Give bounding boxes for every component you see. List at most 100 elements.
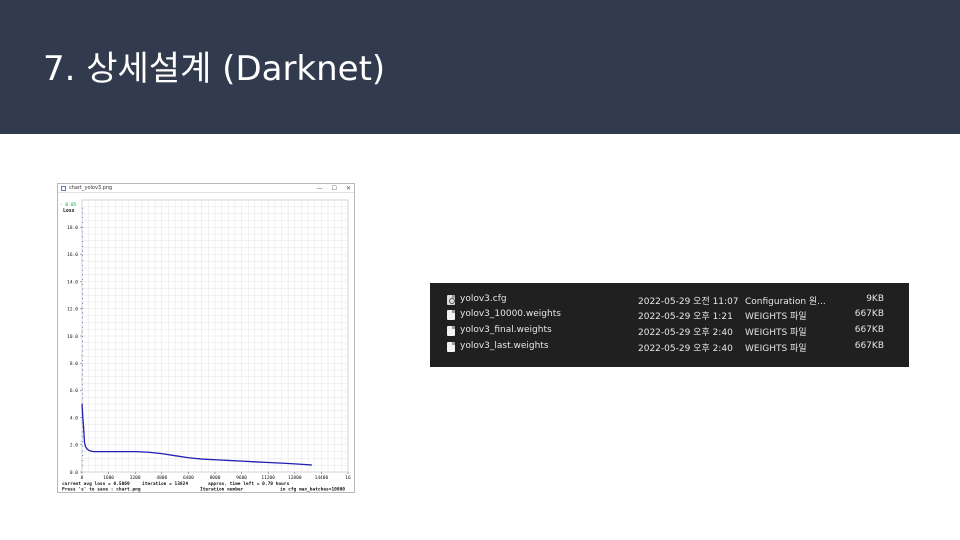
x-tick-label: 6400 [183, 475, 194, 481]
window-title: chart_yolov3.png [69, 185, 113, 191]
maximize-icon[interactable]: ☐ [331, 185, 337, 192]
x-axis-label: Iteration number [200, 487, 244, 493]
y-tick-label: 8.0 [70, 361, 78, 367]
y-axis-label: Loss [63, 208, 75, 214]
early-loss-point [82, 283, 84, 285]
file-type: WEIGHTS 파일 [745, 312, 807, 322]
early-loss-point [82, 360, 84, 361]
legend-text: - 0.05 [60, 202, 77, 208]
file-size: 667KB [854, 325, 884, 335]
early-loss-point [82, 450, 84, 452]
early-loss-point [82, 245, 84, 247]
early-loss-point [82, 340, 84, 342]
file-icon [447, 326, 455, 336]
x-tick-label: 16 [345, 475, 351, 481]
file-name: yolov3_10000.weights [460, 309, 561, 319]
y-tick-label: 18.0 [67, 225, 78, 231]
file-row[interactable]: yolov3_final.weights 2022-05-29 오후 2:40 WE… [430, 323, 909, 339]
y-tick-label: 2.0 [70, 443, 78, 449]
save-hint-text: Press 's' to save : chart.png [62, 487, 141, 493]
config-file-icon [447, 295, 455, 305]
file-size: 667KB [854, 309, 884, 319]
early-loss-point [82, 364, 84, 366]
early-loss-point [82, 431, 84, 433]
iteration-text: iteration = 13824 [142, 481, 188, 487]
x-tick-label: 14400 [315, 475, 329, 481]
loss-series-line [81, 403, 312, 466]
minimize-icon[interactable]: — [316, 185, 323, 192]
early-loss-point [82, 326, 84, 328]
file-icon [447, 310, 455, 320]
file-date: 2022-05-29 오전 11:07 [638, 297, 739, 307]
early-loss-point [82, 398, 84, 400]
file-size: 9KB [866, 294, 884, 304]
file-row[interactable]: yolov3_last.weights 2022-05-29 오후 2:40 WEI… [430, 339, 909, 355]
file-row[interactable]: yolov3_10000.weights 2022-05-29 오후 1:21 WE… [430, 307, 909, 323]
early-loss-point [82, 212, 84, 214]
y-tick-label: 16.0 [67, 252, 78, 258]
early-loss-point [82, 445, 84, 447]
x-tick-label: 8000 [210, 475, 221, 481]
window-controls: — ☐ ✕ [317, 184, 351, 193]
early-loss-point [82, 264, 84, 266]
x-tick-label: 9600 [236, 475, 247, 481]
current-loss-text: current avg loss = 0.5069 [62, 481, 130, 487]
early-loss-point [82, 274, 84, 276]
file-name: yolov3_last.weights [460, 341, 549, 351]
early-loss-point [82, 255, 84, 257]
early-loss-point [82, 440, 84, 442]
early-loss-point [82, 336, 84, 338]
close-icon[interactable]: ✕ [345, 185, 351, 192]
max-batches-text: in cfg max_batches=10000 [280, 487, 345, 493]
early-loss-point [82, 321, 84, 323]
window-titlebar: chart_yolov3.png — ☐ ✕ [58, 184, 354, 193]
early-loss-point [82, 207, 84, 209]
early-loss-point [82, 312, 84, 314]
early-loss-point [82, 269, 84, 271]
file-date: 2022-05-29 오후 2:40 [638, 344, 733, 354]
file-name: yolov3_final.weights [460, 325, 552, 335]
y-tick-label: 6.0 [70, 388, 78, 394]
early-loss-point [82, 241, 84, 242]
x-tick-label: 11200 [261, 475, 275, 481]
file-list-panel: yolov3.cfg 2022-05-29 오전 11:07 Configurati… [430, 283, 909, 367]
x-tick-label: 0 [81, 475, 84, 481]
early-loss-point [82, 369, 84, 371]
y-tick-label: 10.0 [67, 334, 78, 340]
early-loss-point [82, 388, 84, 390]
time-left-text: approx. time left = 0.79 hours [208, 481, 290, 487]
early-loss-point [82, 383, 84, 385]
y-tick-label: 12.0 [67, 307, 78, 313]
file-icon [447, 342, 455, 352]
early-loss-point [82, 260, 84, 261]
early-loss-point [82, 279, 84, 281]
loss-chart: 0.0 2.0 4.0 6.0 8.0 10.0 12.0 14.0 16.0 18.0 0 1600… [60, 199, 351, 493]
file-type: WEIGHTS 파일 [745, 328, 807, 338]
file-type: WEIGHTS 파일 [745, 344, 807, 354]
file-type: Configuration 원... [745, 297, 826, 307]
early-loss-point [82, 393, 84, 395]
early-loss-point [82, 250, 84, 252]
chart-window: chart_yolov3.png — ☐ ✕ 0.0 2.0 4.0 6.0 8.0 10… [57, 183, 355, 493]
y-tick-label: 14.0 [67, 279, 78, 285]
early-loss-point [82, 236, 84, 238]
y-tick-label: 0.0 [70, 470, 78, 476]
early-loss-point [82, 231, 84, 233]
file-date: 2022-05-29 오후 1:21 [638, 312, 733, 322]
early-loss-point [82, 293, 84, 295]
early-loss-point [82, 464, 84, 466]
slide-title: 7. 상세설계 (Darknet) [43, 49, 386, 89]
x-tick-label: 3200 [130, 475, 141, 481]
early-loss-point [82, 221, 84, 223]
early-loss-point [82, 307, 84, 309]
early-loss-point [82, 455, 84, 457]
early-loss-point [82, 298, 84, 300]
early-loss-point [82, 379, 84, 380]
x-tick-label: 4800 [156, 475, 167, 481]
slide-header: 7. 상세설계 (Darknet) [0, 0, 960, 134]
early-loss-point [82, 374, 84, 376]
x-tick-label: 1600 [103, 475, 114, 481]
x-tick-label: 12800 [288, 475, 302, 481]
early-loss-point [82, 350, 84, 352]
file-row[interactable]: yolov3.cfg 2022-05-29 오전 11:07 Configurati… [430, 292, 909, 308]
